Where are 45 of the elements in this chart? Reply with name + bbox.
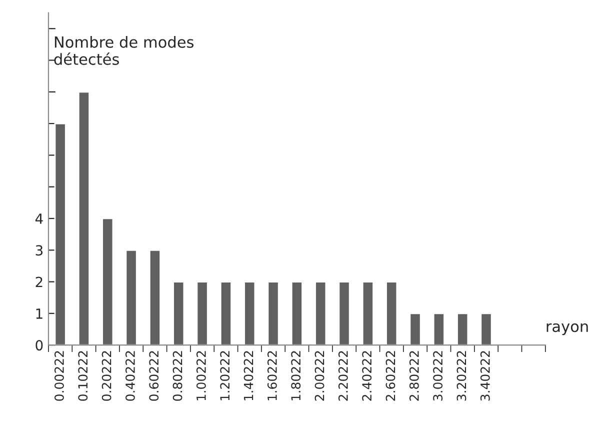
x-tick-label: 1.00222 bbox=[196, 351, 206, 400]
bar bbox=[362, 281, 374, 346]
y-tick-label: 3 bbox=[36, 245, 43, 256]
bar bbox=[386, 281, 398, 346]
x-tick-label: 1.60222 bbox=[267, 351, 277, 400]
x-tick-label: 2.80222 bbox=[409, 351, 419, 401]
bar bbox=[290, 281, 303, 346]
y-tick-label: 4 bbox=[35, 214, 43, 224]
x-tick-label: 0.20222 bbox=[102, 351, 112, 401]
y-tick-label: 1 bbox=[36, 308, 42, 319]
x-tick-label: 1.20222 bbox=[220, 351, 230, 400]
x-tick-label: 2.60222 bbox=[386, 351, 396, 401]
bar bbox=[480, 312, 492, 346]
bar bbox=[220, 281, 232, 346]
bar bbox=[125, 249, 138, 346]
x-tick-label: 1.80222 bbox=[291, 351, 301, 400]
x-tick-label: 3.20222 bbox=[456, 351, 466, 401]
x-tick-label: 2.20222 bbox=[338, 351, 348, 401]
x-axis-title: rayon bbox=[546, 323, 588, 336]
x-tick-label: 2.40222 bbox=[362, 351, 372, 401]
bar bbox=[432, 312, 445, 346]
bar bbox=[78, 91, 90, 346]
bar bbox=[409, 312, 422, 346]
x-tick-label: 3.00222 bbox=[433, 351, 443, 401]
bar bbox=[338, 281, 350, 346]
bar bbox=[196, 281, 208, 346]
bar bbox=[148, 249, 161, 346]
x-tick-label: 0.10222 bbox=[78, 351, 88, 401]
bar bbox=[456, 312, 469, 346]
bar bbox=[54, 122, 66, 346]
bar bbox=[267, 281, 280, 346]
x-tick-label: 0.60222 bbox=[149, 351, 159, 401]
bar bbox=[172, 281, 185, 346]
y-axis-title: Nombre de modes détectés bbox=[54, 36, 194, 65]
bar bbox=[314, 281, 327, 346]
x-tick-label: 0.80222 bbox=[172, 351, 182, 401]
bar bbox=[244, 281, 256, 346]
bar bbox=[102, 218, 114, 346]
x-tick-label: 0.00222 bbox=[54, 351, 64, 401]
x-tick-label: 2.00222 bbox=[314, 351, 324, 401]
x-tick-label: 3.40222 bbox=[480, 351, 490, 401]
x-tick-label: 0.40222 bbox=[125, 351, 135, 401]
y-tick-label: 2 bbox=[36, 276, 42, 288]
x-tick-label: 1.40222 bbox=[244, 351, 254, 400]
y-tick-label: 0 bbox=[36, 340, 43, 351]
